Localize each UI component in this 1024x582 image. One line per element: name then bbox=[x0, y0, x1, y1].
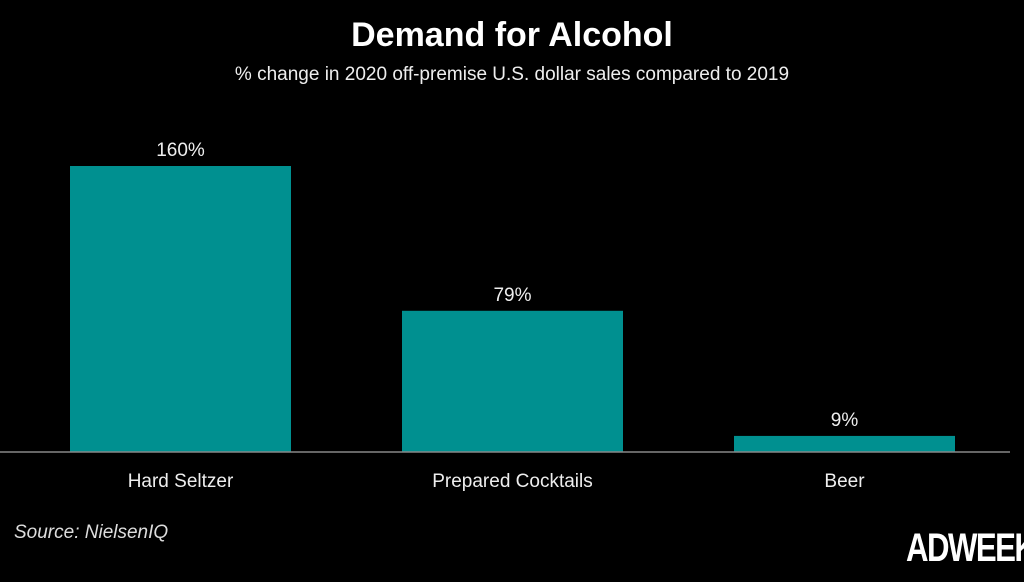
chart-title: Demand for Alcohol bbox=[351, 16, 673, 54]
category-label: Beer bbox=[824, 471, 865, 492]
category-label: Hard Seltzer bbox=[128, 471, 234, 492]
source-note: Source: NielsenIQ bbox=[14, 522, 169, 543]
category-label: Prepared Cocktails bbox=[432, 471, 593, 492]
data-label: 160% bbox=[156, 140, 205, 161]
bar bbox=[734, 435, 955, 452]
data-label: 79% bbox=[493, 285, 531, 306]
bar bbox=[402, 310, 623, 452]
data-label: 9% bbox=[831, 410, 859, 431]
adweek-logo: ADWEEK bbox=[906, 526, 1024, 570]
bar bbox=[70, 166, 291, 452]
chart-subtitle: % change in 2020 off-premise U.S. dollar… bbox=[234, 64, 790, 85]
